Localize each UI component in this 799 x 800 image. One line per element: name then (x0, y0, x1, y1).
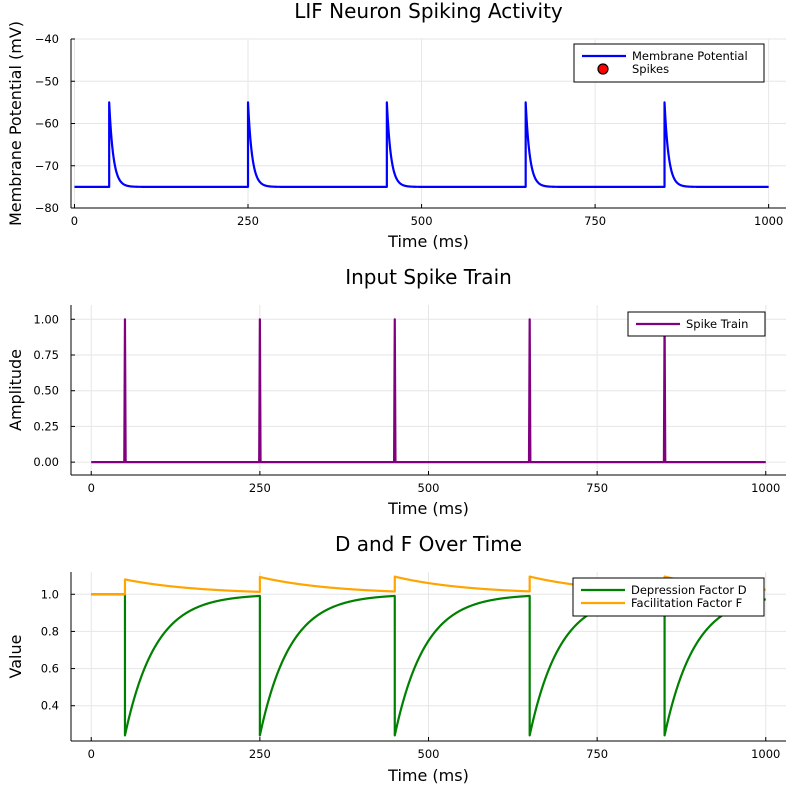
legend-box (573, 43, 765, 83)
x-tick-label: 250 (249, 481, 271, 495)
legend-label: Facilitation Factor F (631, 596, 742, 610)
y-tick-label: −40 (35, 32, 59, 46)
x-tick-label: 750 (586, 747, 608, 761)
chart-title: Input Spike Train (345, 265, 512, 289)
legend: Spike Train (627, 311, 766, 337)
y-tick-label: 0.8 (41, 624, 59, 638)
x-tick-label: 500 (418, 481, 440, 495)
y-tick-label: 0.6 (41, 662, 59, 676)
y-axis-label: Value (6, 635, 25, 679)
y-tick-label: 0.75 (33, 348, 59, 362)
y-tick-label: 0.50 (33, 384, 59, 398)
legend-label: Membrane Potential (632, 49, 748, 63)
legend-label: Depression Factor D (631, 583, 747, 597)
legend-marker (597, 63, 609, 75)
y-tick-label: −60 (35, 117, 59, 131)
y-tick-label: 1.00 (33, 312, 59, 326)
x-tick-label: 500 (411, 214, 433, 228)
y-axis-label: Amplitude (6, 349, 25, 431)
x-tick-label: 750 (586, 481, 608, 495)
x-tick-label: 750 (584, 214, 606, 228)
x-axis-label: Time (ms) (387, 766, 469, 785)
y-tick-label: 0.00 (33, 455, 59, 469)
y-tick-label: 0.25 (33, 419, 59, 433)
x-tick-label: 0 (71, 214, 78, 228)
x-tick-label: 1000 (751, 747, 780, 761)
y-tick-label: 0.4 (41, 699, 59, 713)
x-axis-label: Time (ms) (387, 232, 469, 251)
x-axis-label: Time (ms) (387, 499, 469, 518)
membrane-potential-line (73, 101, 770, 188)
x-tick-label: 0 (88, 747, 95, 761)
x-tick-label: 250 (249, 747, 271, 761)
x-tick-label: 1000 (754, 214, 783, 228)
legend-box (572, 577, 765, 617)
y-tick-label: −70 (35, 159, 59, 173)
plot-spike-train: 0 250 500 750 1000 0.00 0.25 0.50 0.75 1.00 Input … (6, 265, 786, 518)
x-tick-label: 250 (237, 214, 259, 228)
x-tick-label: 500 (418, 747, 440, 761)
y-axis-label: Membrane Potential (mV) (6, 21, 25, 226)
plot-membrane-potential: 0 250 500 750 1000 −80 −70 −60 −50 −40 LIF Neuron … (6, 0, 786, 251)
x-tick-label: 0 (88, 481, 95, 495)
legend-label: Spikes (632, 62, 669, 76)
y-tick-label: 1.0 (41, 587, 59, 601)
plot-d-and-f: 0 250 500 750 1000 0.4 0.6 0.8 1.0 D and F Over T… (6, 532, 786, 785)
chart-title: LIF Neuron Spiking Activity (294, 0, 563, 23)
legend-label: Spike Train (686, 317, 748, 331)
x-tick-label: 1000 (751, 481, 780, 495)
y-tick-label: −50 (35, 74, 59, 88)
chart-title: D and F Over Time (335, 532, 522, 556)
y-tick-label: −80 (35, 201, 59, 215)
spike-train-line (91, 318, 766, 464)
